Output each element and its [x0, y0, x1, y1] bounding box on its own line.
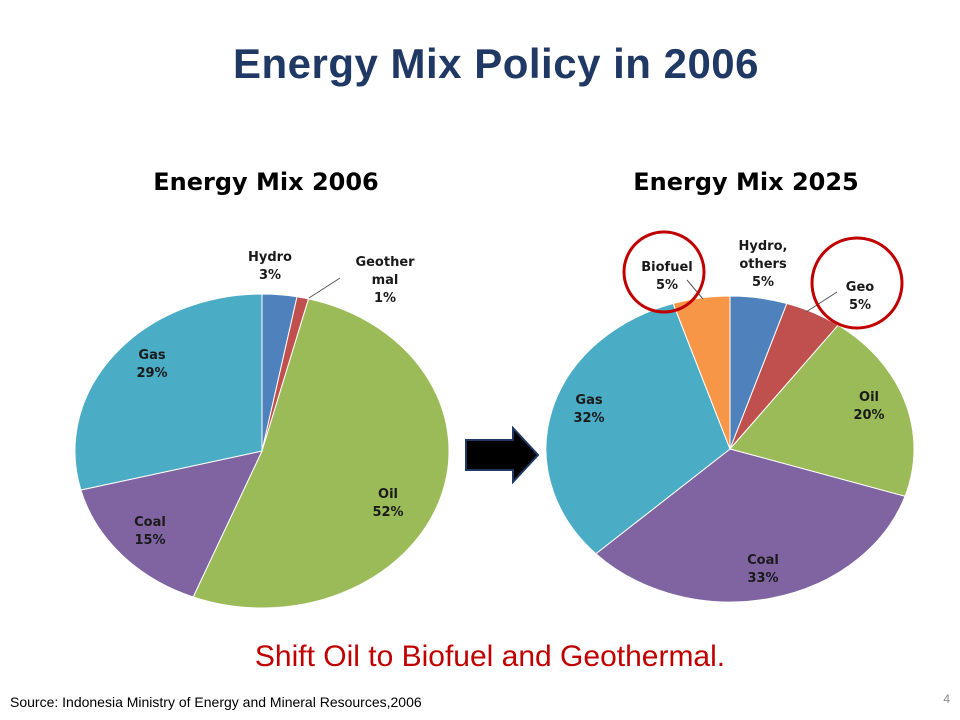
slice-label-coal: Coal 15%: [134, 515, 166, 548]
pie-slice-oil: [729, 324, 915, 497]
slice-label-gas: Gas 32%: [573, 393, 604, 426]
pie-2025: Hydro, others 5% Geo 5% Oil 20% Coal 33% Gas 32% Bi…: [545, 239, 915, 603]
slice-label-oil: Oil 20%: [853, 390, 884, 423]
source-note: Source: Indonesia Ministry of Energy and…: [10, 694, 422, 710]
chart-title-2025: Energy Mix 2025: [633, 168, 859, 196]
leader-line-biofuel: [686, 279, 704, 300]
takeaway-text: Shift Oil to Biofuel and Geothermal.: [254, 640, 726, 673]
pie-slice-biofuel: [672, 295, 731, 450]
leader-line-geothermal: [308, 277, 341, 299]
pie-slice-oil: [192, 298, 450, 609]
highlight-circle-biofuel: [622, 230, 706, 314]
slice-label-geothermal: Geother mal 1%: [355, 255, 415, 306]
slice-label-hydro: Hydro 3%: [248, 250, 292, 283]
slide-number: 4: [943, 692, 950, 706]
highlight-circles: [622, 230, 904, 330]
highlight-circle-geo: [810, 236, 904, 330]
pie-slice-gas: [545, 302, 731, 555]
slice-label-geo: Geo 5%: [846, 280, 874, 313]
pie-slice-coal: [595, 448, 906, 603]
pie-2006: Hydro 3% Geother mal 1% Oil 52% Coal 15% Gas 29%: [74, 250, 450, 609]
leader-line-geo: [805, 291, 838, 313]
slice-label-hydro-others: Hydro, others 5%: [739, 239, 788, 290]
right-arrow-icon: [465, 425, 540, 485]
slice-label-biofuel: Biofuel 5%: [641, 260, 692, 293]
chart-title-2006: Energy Mix 2006: [153, 168, 379, 196]
slide-title: Energy Mix Policy in 2006: [232, 40, 760, 87]
slice-label-coal: Coal 33%: [747, 553, 779, 586]
pie-slice-coal: [80, 450, 263, 598]
slice-label-gas: Gas 29%: [136, 348, 167, 381]
pie-slice-gas: [74, 293, 263, 491]
slice-label-oil: Oil 52%: [372, 487, 403, 520]
